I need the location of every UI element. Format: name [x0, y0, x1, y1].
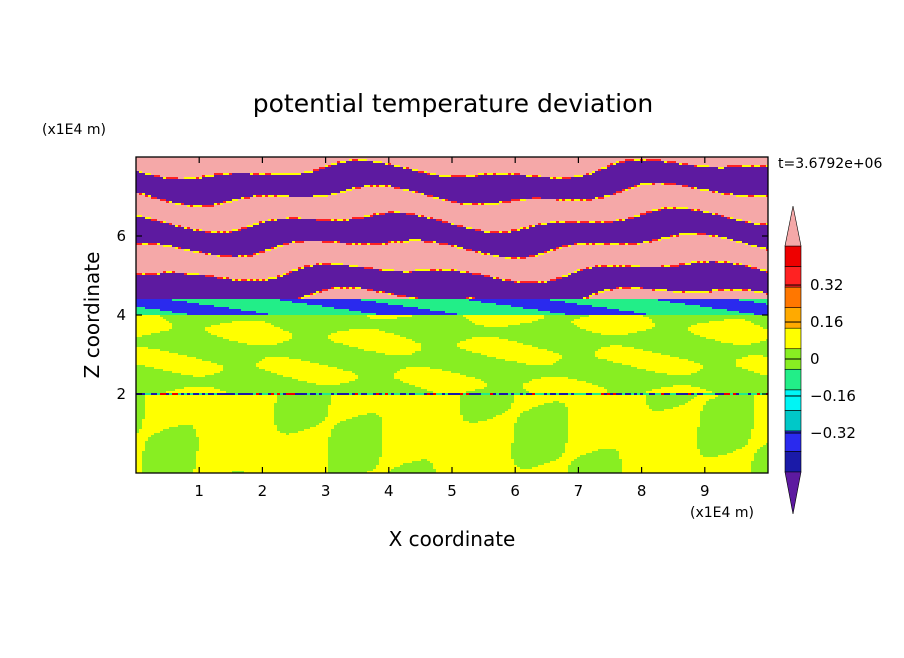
x-tick-label: 4	[384, 482, 394, 500]
y-tick-label: 2	[116, 385, 126, 403]
time-label: t=3.6792e+06	[778, 156, 882, 172]
colorbar-tick-label: 0	[810, 350, 820, 368]
colorbar-band	[785, 328, 801, 349]
x-tick-label: 7	[574, 482, 584, 500]
y-axis-label: Z coordinate	[80, 252, 104, 379]
y-tick-label: 6	[116, 227, 126, 245]
x-tick-label: 3	[321, 482, 331, 500]
colorbar-bottom-arrow	[785, 472, 801, 514]
y-tick-label: 4	[116, 306, 126, 324]
colorbar-band	[785, 410, 801, 431]
x-tick-label: 6	[510, 482, 520, 500]
colorbar-band	[785, 308, 801, 329]
colorbar-tick-label: −0.32	[810, 424, 856, 442]
x-tick-label: 2	[258, 482, 268, 500]
colorbar: 0.32 0.16 0 −0.16 −0.32	[785, 206, 856, 514]
colorbar-band	[785, 369, 801, 390]
colorbar-top-arrow	[785, 206, 801, 246]
colorbar-band	[785, 267, 801, 288]
colorbar-band	[785, 431, 801, 452]
colorbar-band	[785, 390, 801, 411]
colorbar-band	[785, 451, 801, 472]
x-axis-unit: (x1E4 m)	[690, 505, 754, 521]
y-axis-unit: (x1E4 m)	[42, 122, 106, 138]
colorbar-band	[785, 246, 801, 267]
x-axis-label: X coordinate	[389, 527, 516, 551]
heatmap-field	[136, 157, 769, 473]
colorbar-tick-label: 0.32	[810, 276, 843, 294]
chart-title: potential temperature deviation	[253, 89, 653, 118]
colorbar-band	[785, 287, 801, 308]
colorbar-tick-label: −0.16	[810, 387, 856, 405]
x-tick-label: 1	[194, 482, 204, 500]
x-tick-label: 9	[700, 482, 710, 500]
x-tick-label: 5	[447, 482, 457, 500]
colorbar-tick-label: 0.16	[810, 313, 843, 331]
x-tick-label: 8	[637, 482, 647, 500]
